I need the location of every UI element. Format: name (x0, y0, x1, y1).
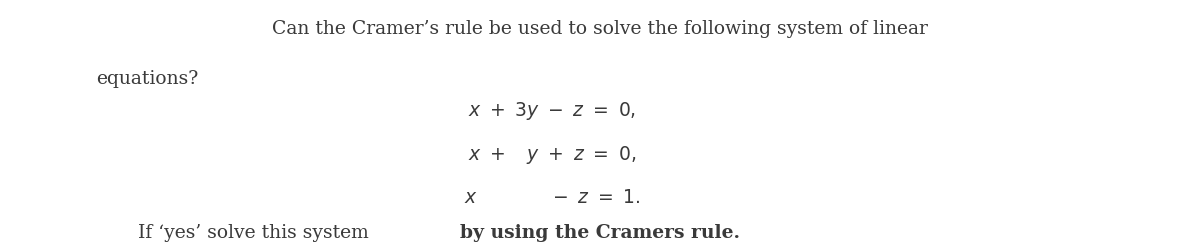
Text: $x \ + \quad y \ + \ z \ = \ 0,$: $x \ + \quad y \ + \ z \ = \ 0,$ (468, 144, 636, 166)
Text: If ‘yes’ solve this system: If ‘yes’ solve this system (138, 224, 374, 242)
Text: by using the Cramers rule.: by using the Cramers rule. (460, 224, 739, 242)
Text: $x \qquad\qquad - \ z \ = \ 1.$: $x \qquad\qquad - \ z \ = \ 1.$ (463, 189, 641, 207)
Text: $x \ + \ 3y \ - \ z \ = \ 0,$: $x \ + \ 3y \ - \ z \ = \ 0,$ (468, 100, 636, 122)
Text: Can the Cramer’s rule be used to solve the following system of linear: Can the Cramer’s rule be used to solve t… (272, 20, 928, 38)
Text: equations?: equations? (96, 70, 198, 88)
